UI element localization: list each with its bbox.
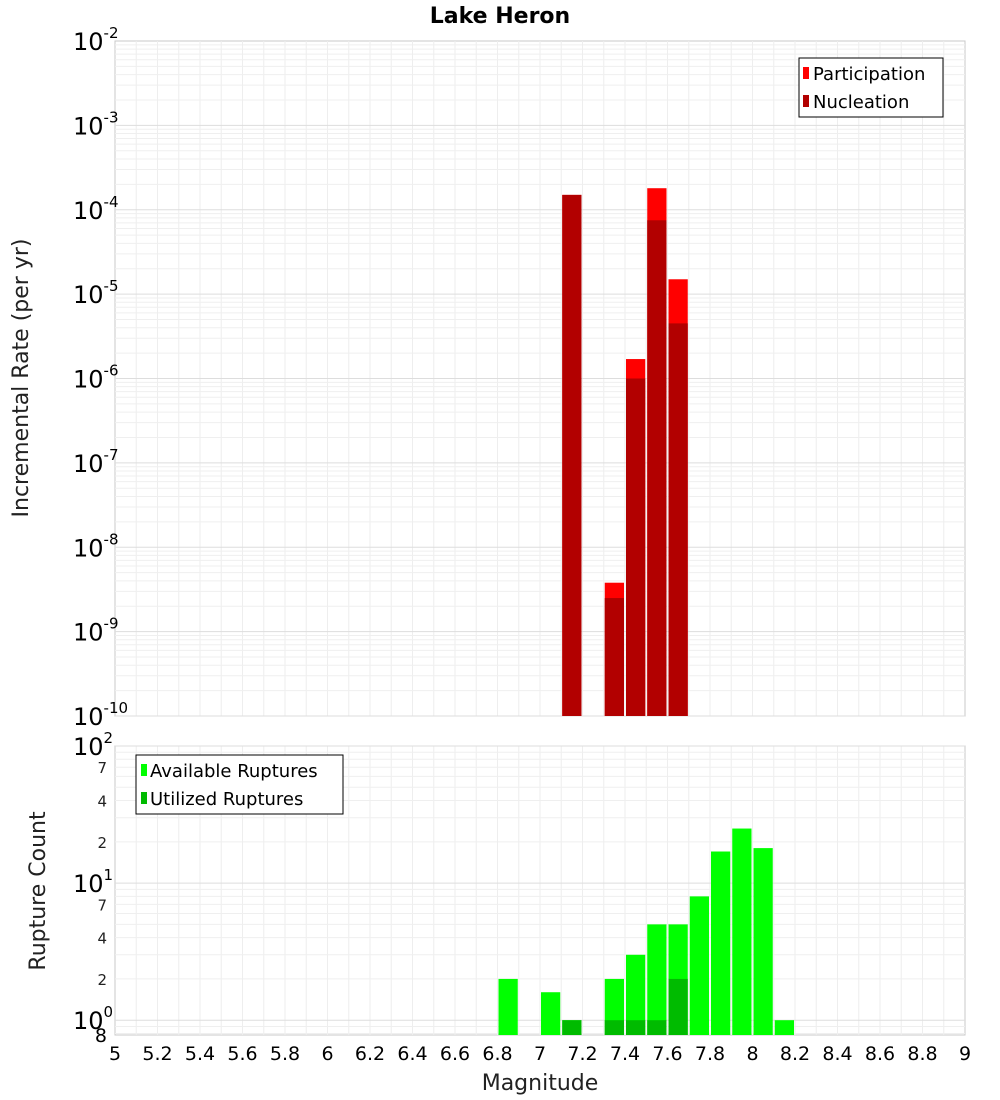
rate-gridlines [115,41,965,717]
magnitude-tick-label: 7 [534,1043,546,1065]
rate-y-tick-label: 10-5 [73,277,119,309]
count-y-minor-tick-label: 8 [95,1025,107,1047]
magnitude-tick-label: 8 [746,1043,758,1065]
magnitude-tick-label: 8.2 [780,1043,810,1065]
count-y-tick-label: 102 [73,729,113,761]
nucleation-bar [626,378,646,716]
count-y-minor-tick-label: 7 [97,896,107,914]
rate-legend: Participation Nucleation [798,57,944,118]
magnitude-tick-label: 7.2 [567,1043,597,1065]
count-bars [498,828,794,1035]
magnitude-tick-labels: 5 5.2 5.4 5.6 5.8 6 6.2 6.4 6.6 6.8 7 7.2 7.4 7.6 7.8 8… [109,1043,971,1065]
utilized-ruptures-bar [668,978,688,1035]
participation-legend-swatch [803,67,809,79]
chart-title: Lake Heron [430,4,570,29]
rate-panel: 10-10 10-9 10-8 10-7 10-6 10-5 10-4 10-3 10-2 In… [9,24,966,731]
count-y-minor-tick-label: 2 [97,834,107,852]
nucleation-bar [647,220,667,717]
utilized-ruptures-bar [604,1020,624,1035]
utilized-ruptures-legend-label: Utilized Ruptures [150,789,303,810]
magnitude-tick-label: 7.6 [652,1043,682,1065]
count-y-minor-tick-label: 4 [97,930,107,948]
rate-y-tick-label: 10-6 [73,362,119,394]
magnitude-tick-label: 6.4 [397,1043,427,1065]
utilized-ruptures-bar [562,1020,582,1035]
nucleation-bar [562,194,582,716]
count-y-tick-label: 101 [73,866,113,898]
utilized-ruptures-bar [647,1020,667,1035]
nucleation-legend-swatch [803,95,809,107]
available-ruptures-legend-label: Available Ruptures [150,761,318,782]
rate-y-tick-label: 10-4 [73,193,119,225]
rate-y-tick-label: 10-10 [73,699,128,731]
magnitude-tick-label: 5.2 [142,1043,172,1065]
rate-bars [562,188,688,717]
nucleation-bar [604,598,624,716]
magnitude-tick-label: 5.4 [185,1043,215,1065]
count-y-minor-tick-label: 4 [97,793,107,811]
available-ruptures-legend-swatch [141,764,147,776]
available-ruptures-bar [541,992,561,1035]
magnitude-tick-label: 6.6 [440,1043,470,1065]
count-y-tick-label: 100 [73,1003,113,1035]
count-y-minor-tick-label: 7 [97,759,107,777]
available-ruptures-bar [711,851,731,1035]
rate-y-tick-labels: 10-10 10-9 10-8 10-7 10-6 10-5 10-4 10-3 10-2 [73,24,128,731]
available-ruptures-bar [626,954,646,1035]
available-ruptures-bar [689,896,709,1035]
utilized-ruptures-legend-swatch [141,792,147,804]
magnitude-tick-label: 8.6 [865,1043,895,1065]
magnitude-tick-label: 5.8 [270,1043,300,1065]
rate-y-tick-label: 10-8 [73,530,119,562]
available-ruptures-bar [647,924,667,1035]
rate-y-tick-label: 10-7 [73,446,119,478]
rate-legend-box [798,57,944,118]
rate-y-tick-label: 10-2 [73,24,119,56]
available-ruptures-bar [753,848,773,1035]
count-y-axis-label: Rupture Count [26,811,51,971]
nucleation-legend-label: Nucleation [813,92,909,113]
magnitude-tick-label: 8.4 [822,1043,852,1065]
count-gridlines [115,745,965,1035]
count-panel: 100 101 102 8 2 4 7 2 4 7 5 5.2 5.4 5.6 5.8 6 6.2 6.4 6.6… [26,729,971,1096]
magnitude-tick-label: 7.8 [695,1043,725,1065]
rate-y-axis-label: Incremental Rate (per yr) [9,239,34,518]
available-ruptures-bar [774,1020,794,1035]
x-axis-label: Magnitude [482,1071,599,1096]
magnitude-tick-label: 6.8 [482,1043,512,1065]
magnitude-tick-label: 6 [321,1043,333,1065]
magnitude-tick-label: 9 [959,1043,971,1065]
participation-legend-label: Participation [813,64,925,85]
count-y-minor-tick-label: 2 [97,971,107,989]
rate-y-tick-label: 10-3 [73,108,119,140]
magnitude-tick-label: 8.8 [907,1043,937,1065]
magnitude-tick-label: 5.6 [227,1043,257,1065]
rate-y-tick-label: 10-9 [73,615,119,647]
available-ruptures-bar [498,978,518,1035]
magnitude-tick-label: 6.2 [355,1043,385,1065]
utilized-ruptures-bar [626,1020,646,1035]
magnitude-tick-label: 7.4 [610,1043,640,1065]
available-ruptures-bar [732,828,752,1035]
count-legend: Available Ruptures Utilized Ruptures [135,754,344,815]
nucleation-bar [668,323,688,716]
magnitude-tick-label: 5 [109,1043,121,1065]
count-y-tick-labels: 100 101 102 8 2 4 7 2 4 7 [73,729,113,1047]
count-legend-box [135,754,344,815]
